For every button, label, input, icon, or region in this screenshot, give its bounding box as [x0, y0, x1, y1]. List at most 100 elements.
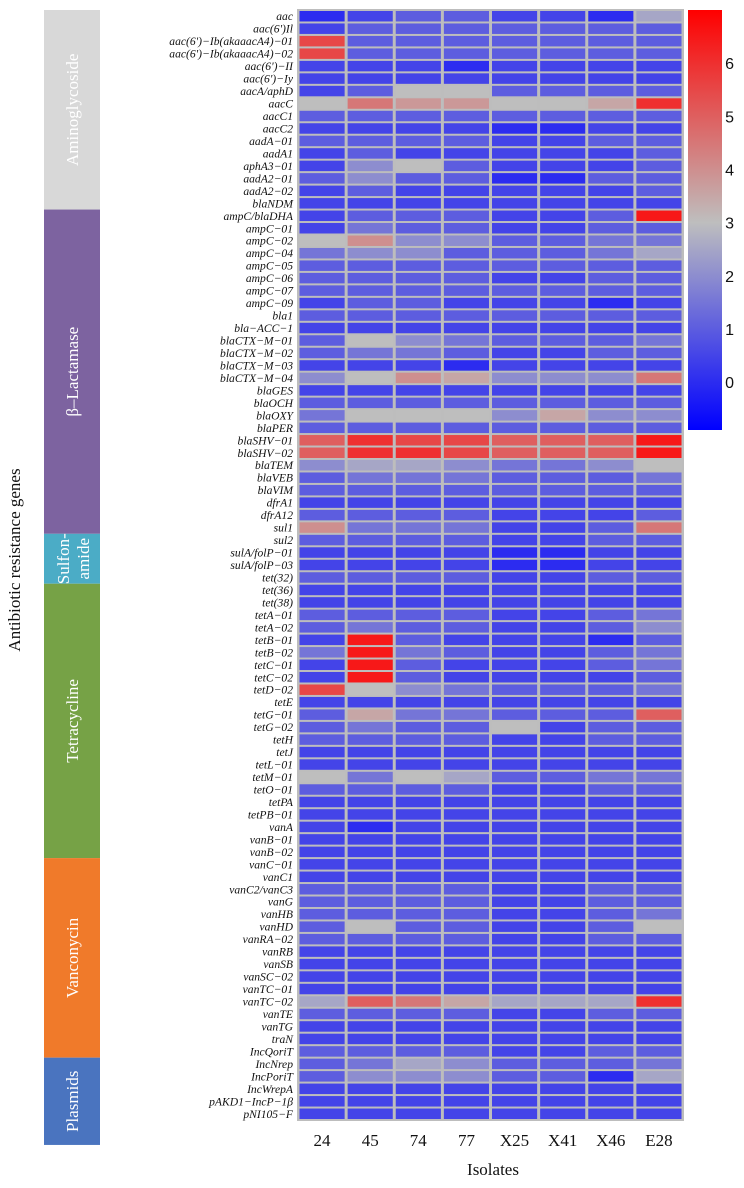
heatmap-cell: [540, 73, 586, 84]
heatmap-cell: [492, 672, 538, 683]
heatmap-cell: [492, 310, 538, 321]
isolate-label: E28: [645, 1131, 672, 1150]
heatmap-cell: [492, 821, 538, 833]
heatmap-cell: [636, 410, 682, 421]
heatmap-cell: [540, 834, 586, 845]
heatmap-cell: [492, 709, 538, 720]
gene-label: tetL−01: [256, 759, 293, 772]
heatmap-cell: [588, 534, 634, 546]
heatmap-cell: [492, 609, 538, 621]
gene-label: aacC2: [263, 122, 293, 135]
gene-label: vanC−01: [249, 858, 293, 871]
heatmap-cell: [443, 272, 490, 284]
heatmap-cell: [347, 584, 393, 596]
heatmap-cell: [636, 1096, 682, 1107]
heatmap-cell: [588, 459, 634, 471]
heatmap-cell: [540, 1021, 586, 1032]
heatmap-cell: [540, 235, 586, 246]
gene-label: ampC−04: [246, 247, 293, 260]
heatmap-cell: [540, 696, 586, 708]
heatmap-cell: [299, 272, 345, 284]
heatmap-cell: [395, 260, 441, 271]
heatmap-cell: [588, 422, 634, 434]
heatmap-cell: [395, 509, 441, 521]
heatmap-cell: [395, 48, 441, 59]
heatmap-cell: [588, 734, 634, 745]
heatmap-cell: [636, 60, 682, 72]
heatmap-cell: [395, 622, 441, 633]
heatmap-cell: [443, 48, 490, 59]
heatmap-cell: [636, 198, 682, 209]
gene-class-group: Plasmids: [44, 1057, 100, 1145]
heatmap-cell: [299, 160, 345, 172]
heatmap-cell: [588, 509, 634, 521]
heatmap-cell: [588, 1071, 634, 1082]
heatmap-cell: [636, 983, 682, 995]
heatmap-cell: [299, 422, 345, 434]
heatmap-cell: [347, 410, 393, 421]
gene-label: tetH: [273, 734, 294, 747]
heatmap-cell: [443, 85, 490, 97]
heatmap-cell: [492, 60, 538, 72]
heatmap-cell: [395, 310, 441, 321]
gene-class-bar: [44, 1057, 100, 1145]
gene-label: aadA1: [263, 147, 293, 160]
heatmap-cell: [636, 622, 682, 633]
heatmap-cell: [299, 447, 345, 458]
heatmap-cell: [636, 223, 682, 234]
heatmap-cell: [492, 721, 538, 733]
heatmap-cell: [443, 459, 490, 471]
heatmap-cell: [299, 572, 345, 583]
heatmap-cell: [492, 235, 538, 246]
heatmap-cell: [636, 48, 682, 59]
heatmap-cell: [636, 484, 682, 496]
heatmap-cell: [299, 971, 345, 982]
heatmap-cell: [443, 322, 490, 334]
heatmap-cell: [395, 73, 441, 84]
heatmap-cell: [347, 173, 393, 184]
heatmap-cell: [395, 360, 441, 371]
heatmap-cell: [395, 285, 441, 296]
gene-label: aacC: [269, 98, 294, 111]
heatmap-cell: [299, 958, 345, 970]
heatmap-cell: [395, 696, 441, 708]
heatmap-cell: [395, 1033, 441, 1045]
heatmap-cell: [443, 1033, 490, 1045]
heatmap-cell: [492, 884, 538, 895]
heatmap-cell: [492, 996, 538, 1007]
heatmap-cell: [540, 223, 586, 234]
heatmap-cell: [299, 597, 345, 608]
heatmap-cell: [395, 672, 441, 683]
heatmap-cell: [492, 659, 538, 671]
heatmap-cell: [299, 622, 345, 633]
heatmap-cell: [395, 422, 441, 434]
heatmap-cell: [588, 896, 634, 907]
heatmap-cell: [588, 796, 634, 808]
heatmap-cell: [395, 459, 441, 471]
heatmap-cell: [395, 123, 441, 134]
heatmap-cell: [443, 410, 490, 421]
gene-class-label: Tetracycline: [63, 679, 82, 763]
heatmap-cell: [443, 285, 490, 296]
heatmap-cell: [395, 572, 441, 583]
heatmap-cell: [492, 622, 538, 633]
heatmap-cell: [492, 297, 538, 309]
heatmap-cell: [443, 335, 490, 346]
gene-label: tetD−02: [254, 684, 294, 697]
heatmap-cell: [636, 834, 682, 845]
heatmap-cell: [588, 497, 634, 508]
heatmap-cell: [347, 223, 393, 234]
heatmap-cell: [299, 709, 345, 720]
heatmap-cell: [636, 397, 682, 409]
heatmap-cell: [492, 173, 538, 184]
gene-label: blaSHV−01: [238, 434, 293, 447]
heatmap-cell: [395, 410, 441, 421]
heatmap-cell: [588, 659, 634, 671]
heatmap-cell: [347, 148, 393, 159]
heatmap-cell: [588, 871, 634, 883]
heatmap-cell: [299, 1071, 345, 1082]
heatmap-cell: [636, 672, 682, 683]
heatmap-cell: [636, 647, 682, 658]
heatmap-cell: [636, 821, 682, 833]
heatmap-cell: [443, 534, 490, 546]
